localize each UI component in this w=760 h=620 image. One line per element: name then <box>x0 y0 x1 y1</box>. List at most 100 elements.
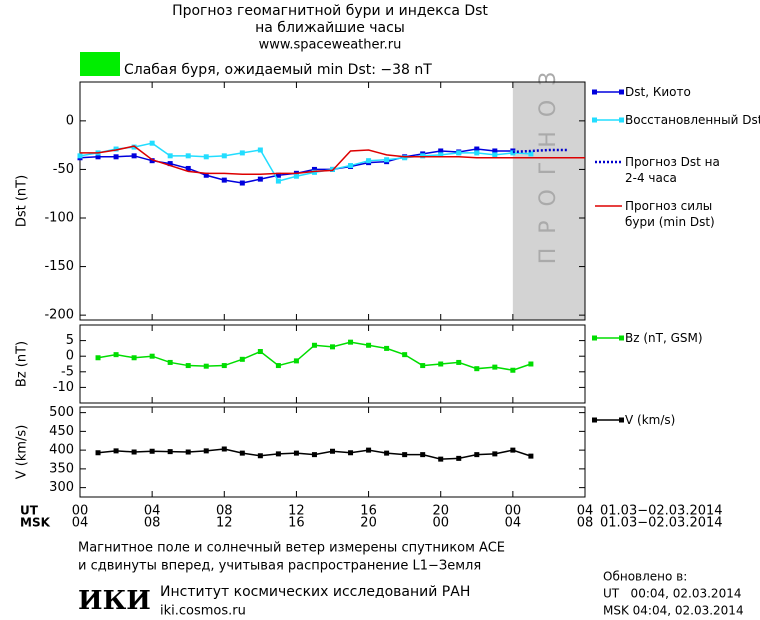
x-range-label: 01.03−02.03.2014 <box>600 516 723 531</box>
series-marker <box>239 450 245 456</box>
series-marker <box>203 172 209 178</box>
series-marker <box>149 353 155 359</box>
series-marker <box>131 449 137 455</box>
legend-label: Восстановленный Dst <box>625 113 760 127</box>
y-tick-label: 300 <box>49 480 74 495</box>
legend-label: Bz (nT, GSM) <box>625 331 703 345</box>
y-tick-label: -10 <box>53 380 74 395</box>
series-marker <box>311 342 317 348</box>
series-marker <box>420 363 426 369</box>
x-tick-label: 16 <box>360 504 377 519</box>
series-marker <box>185 363 191 369</box>
legend-label: Прогноз Dst на 2-4 часа <box>625 155 720 185</box>
y-tick-label: -50 <box>53 162 74 177</box>
series-marker <box>456 359 462 365</box>
series-marker <box>528 361 534 367</box>
series-marker <box>167 153 173 159</box>
plot-frame <box>79 324 586 404</box>
legend-marker <box>592 335 597 341</box>
institute: Институт космических исследований РАН <box>160 584 470 600</box>
series-marker <box>185 165 191 171</box>
series-marker <box>149 158 155 164</box>
series-marker <box>438 456 444 462</box>
x-tick-label: 04 <box>505 516 522 531</box>
series-marker <box>456 455 462 461</box>
series-marker <box>474 146 480 152</box>
series-line <box>79 142 531 182</box>
updated: MSK 04:04, 02.03.2014 <box>603 604 744 618</box>
series-marker <box>420 153 426 159</box>
series-marker <box>438 361 444 367</box>
legend-marker <box>592 89 597 95</box>
series-marker <box>149 140 155 146</box>
y-tick-label: -200 <box>44 308 74 323</box>
y-tick-label: 450 <box>49 424 74 439</box>
series-marker <box>149 448 155 454</box>
series-marker <box>528 453 534 459</box>
series-marker <box>384 345 390 351</box>
x-tick-label: 00 <box>505 504 522 519</box>
series-marker <box>239 180 245 186</box>
series-marker <box>131 153 137 159</box>
series-marker <box>203 154 209 160</box>
y-tick-label: 0 <box>66 113 74 128</box>
series-marker <box>492 364 498 370</box>
series-marker <box>221 446 227 452</box>
legend-marker <box>619 117 624 123</box>
series-marker <box>113 154 119 160</box>
series-marker <box>293 358 299 364</box>
updated: Обновлено в: <box>603 570 687 584</box>
series-marker <box>384 450 390 456</box>
series-marker <box>203 363 209 369</box>
series-marker <box>348 163 354 169</box>
series-marker <box>239 150 245 156</box>
x-tick-label: 20 <box>432 504 449 519</box>
series-marker <box>221 177 227 183</box>
footnote: Магнитное поле и солнечный ветер измерен… <box>78 541 505 556</box>
x-tick-label: 08 <box>577 516 594 531</box>
series-marker <box>311 452 317 458</box>
series-marker <box>492 152 498 158</box>
series-marker <box>510 150 516 156</box>
title: на ближайшие часы <box>255 20 405 36</box>
series-marker <box>185 449 191 455</box>
title: Прогноз геомагнитной бури и индекса Dst <box>172 3 488 19</box>
legend-label: Прогноз силы бури (min Dst) <box>625 199 715 229</box>
series-marker <box>167 359 173 365</box>
series-marker <box>366 158 372 164</box>
series-marker <box>492 148 498 154</box>
series-marker <box>510 447 516 453</box>
series-marker <box>113 352 119 358</box>
footnote: и сдвинуты вперед, учитывая распростране… <box>78 559 481 574</box>
series-marker <box>167 161 173 167</box>
legend-label: V (km/s) <box>625 413 676 427</box>
y-tick-label: -150 <box>44 259 74 274</box>
series-marker <box>77 153 83 159</box>
legend-label: Dst, Киото <box>625 85 691 99</box>
forecast-region <box>512 82 585 320</box>
series-marker <box>293 450 299 456</box>
x-range-label: 01.03−02.03.2014 <box>600 504 723 519</box>
x-tick-label: 04 <box>577 504 594 519</box>
storm-swatch <box>80 52 120 76</box>
x-tick-label: 16 <box>288 516 305 531</box>
x-tick-label: 00 <box>72 504 89 519</box>
series-marker <box>456 150 462 156</box>
series-marker <box>275 178 281 184</box>
legend-marker <box>619 417 624 423</box>
x-tick-label: 20 <box>360 516 377 531</box>
institute-url: iki.cosmos.ru <box>160 604 246 619</box>
series-marker <box>402 155 408 161</box>
plot-frame <box>79 81 586 321</box>
x-tick-label: 04 <box>144 504 161 519</box>
series-marker <box>95 355 101 361</box>
x-tick-label: 04 <box>72 516 89 531</box>
series-marker <box>492 451 498 457</box>
series-marker <box>348 450 354 456</box>
forecast-label: ПРОГНОЗ <box>536 58 561 265</box>
y-axis-label: Bz (nT) <box>15 341 30 387</box>
series-marker <box>438 148 444 154</box>
series-marker <box>239 356 245 362</box>
